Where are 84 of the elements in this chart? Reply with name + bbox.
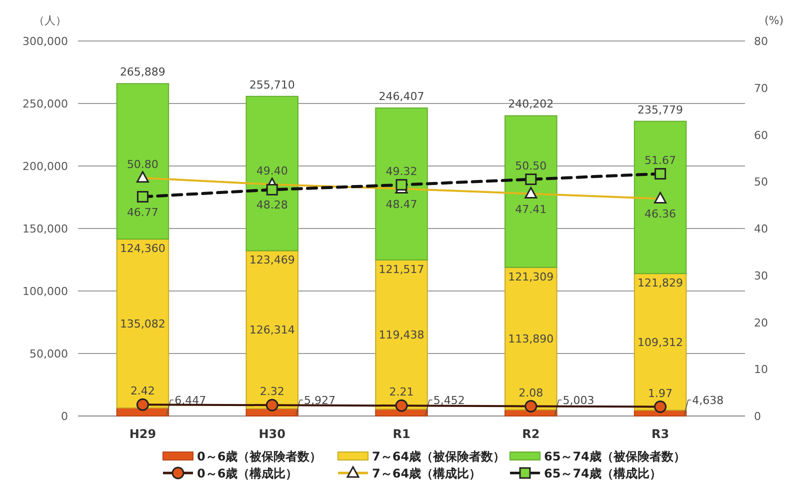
data-label: 46.36 [644,208,676,221]
y2-tick-label: 30 [754,269,768,282]
data-label: 4,638 [692,394,724,407]
total-label: 235,779 [638,103,684,116]
data-label: 2.08 [518,386,544,400]
point [136,191,148,203]
data-label: 50.50 [515,159,547,172]
total-label: 240,202 [508,98,554,111]
point [654,400,667,414]
y2-tick-label: 0 [754,410,761,423]
data-label: 135,082 [120,318,166,331]
data-label: 49.32 [386,164,418,178]
x-tick-label: H29 [129,427,156,441]
y-tick-label: 200,000 [22,160,68,173]
total-label: 255,710 [249,78,295,92]
point [525,174,537,186]
data-label: 1.97 [648,386,673,400]
y2-axis-title: (%) [764,14,784,27]
x-tick-label: H30 [258,427,286,441]
x-tick-label: R2 [522,427,540,441]
data-label: 2.32 [260,385,284,398]
bar [375,259,428,410]
data-label: 121,829 [638,276,684,290]
point [524,400,538,412]
data-label: 49.40 [256,164,288,178]
legend-label: 7～64歳（被保険者数） [372,450,506,464]
y2-tick-label: 70 [754,82,768,95]
bar [504,115,558,268]
data-label: 123,469 [249,254,295,267]
data-label: 121,517 [378,262,424,276]
bar [375,107,428,260]
legend-label: 7～64歳（構成比） [372,466,482,480]
data-label: 113,890 [508,332,554,346]
x-tick-label: R1 [392,427,410,441]
total-label: 246,407 [378,90,424,103]
legend-label: 0～6歳（構成比） [197,466,298,480]
y-axis-title: （人） [34,14,66,27]
total-label: 265,889 [120,66,166,79]
legend-label: 0～6歳（被保険者数） [197,450,322,464]
y-tick-label: 0 [61,410,68,423]
y-tick-label: 150,000 [22,222,68,236]
data-label: 124,360 [120,242,166,256]
y-tick-label: 50,000 [30,348,68,360]
y2-tick-label: 80 [754,35,768,48]
y-tick-label: 100,000 [22,285,68,298]
data-label: 47.41 [515,202,547,216]
data-label: 51.67 [644,154,676,167]
bar [634,120,687,274]
data-label: 50.80 [126,158,158,171]
x-tick-label: R3 [652,427,670,441]
bar [246,250,298,410]
data-label: 109,312 [638,336,684,349]
point [654,168,666,180]
legend-label: 65～74歳（被保険者数） [544,450,686,464]
data-label: 48.47 [386,198,418,211]
bar [116,83,170,240]
y2-tick-label: 20 [754,316,768,330]
data-label: 5,927 [304,394,336,407]
point [396,179,408,191]
y2-tick-label: 40 [754,222,768,236]
data-label: 48.28 [256,198,288,212]
y2-tick-label: 60 [754,128,768,142]
data-label: 121,309 [508,270,554,284]
data-label: 5,452 [433,394,465,407]
data-label: 126,314 [249,324,295,337]
data-label: 2.21 [389,386,414,399]
bar [246,96,298,252]
y-tick-label: 250,000 [22,98,68,110]
data-label: 46.77 [126,206,158,219]
y2-tick-label: 50 [754,176,768,189]
point [136,398,149,411]
data-label: 5,003 [562,394,594,407]
bar [116,238,170,408]
legend-label: 65～74歳（構成比） [544,466,662,480]
data-label: 2.42 [130,384,155,398]
data-label: 119,438 [378,328,424,342]
point [266,398,278,412]
data-label: 6,447 [174,394,206,407]
y-tick-label: 300,000 [22,35,68,48]
point [395,399,408,412]
bar [504,266,558,410]
y2-tick-label: 10 [754,363,768,376]
point [266,184,278,196]
bar [634,273,687,411]
